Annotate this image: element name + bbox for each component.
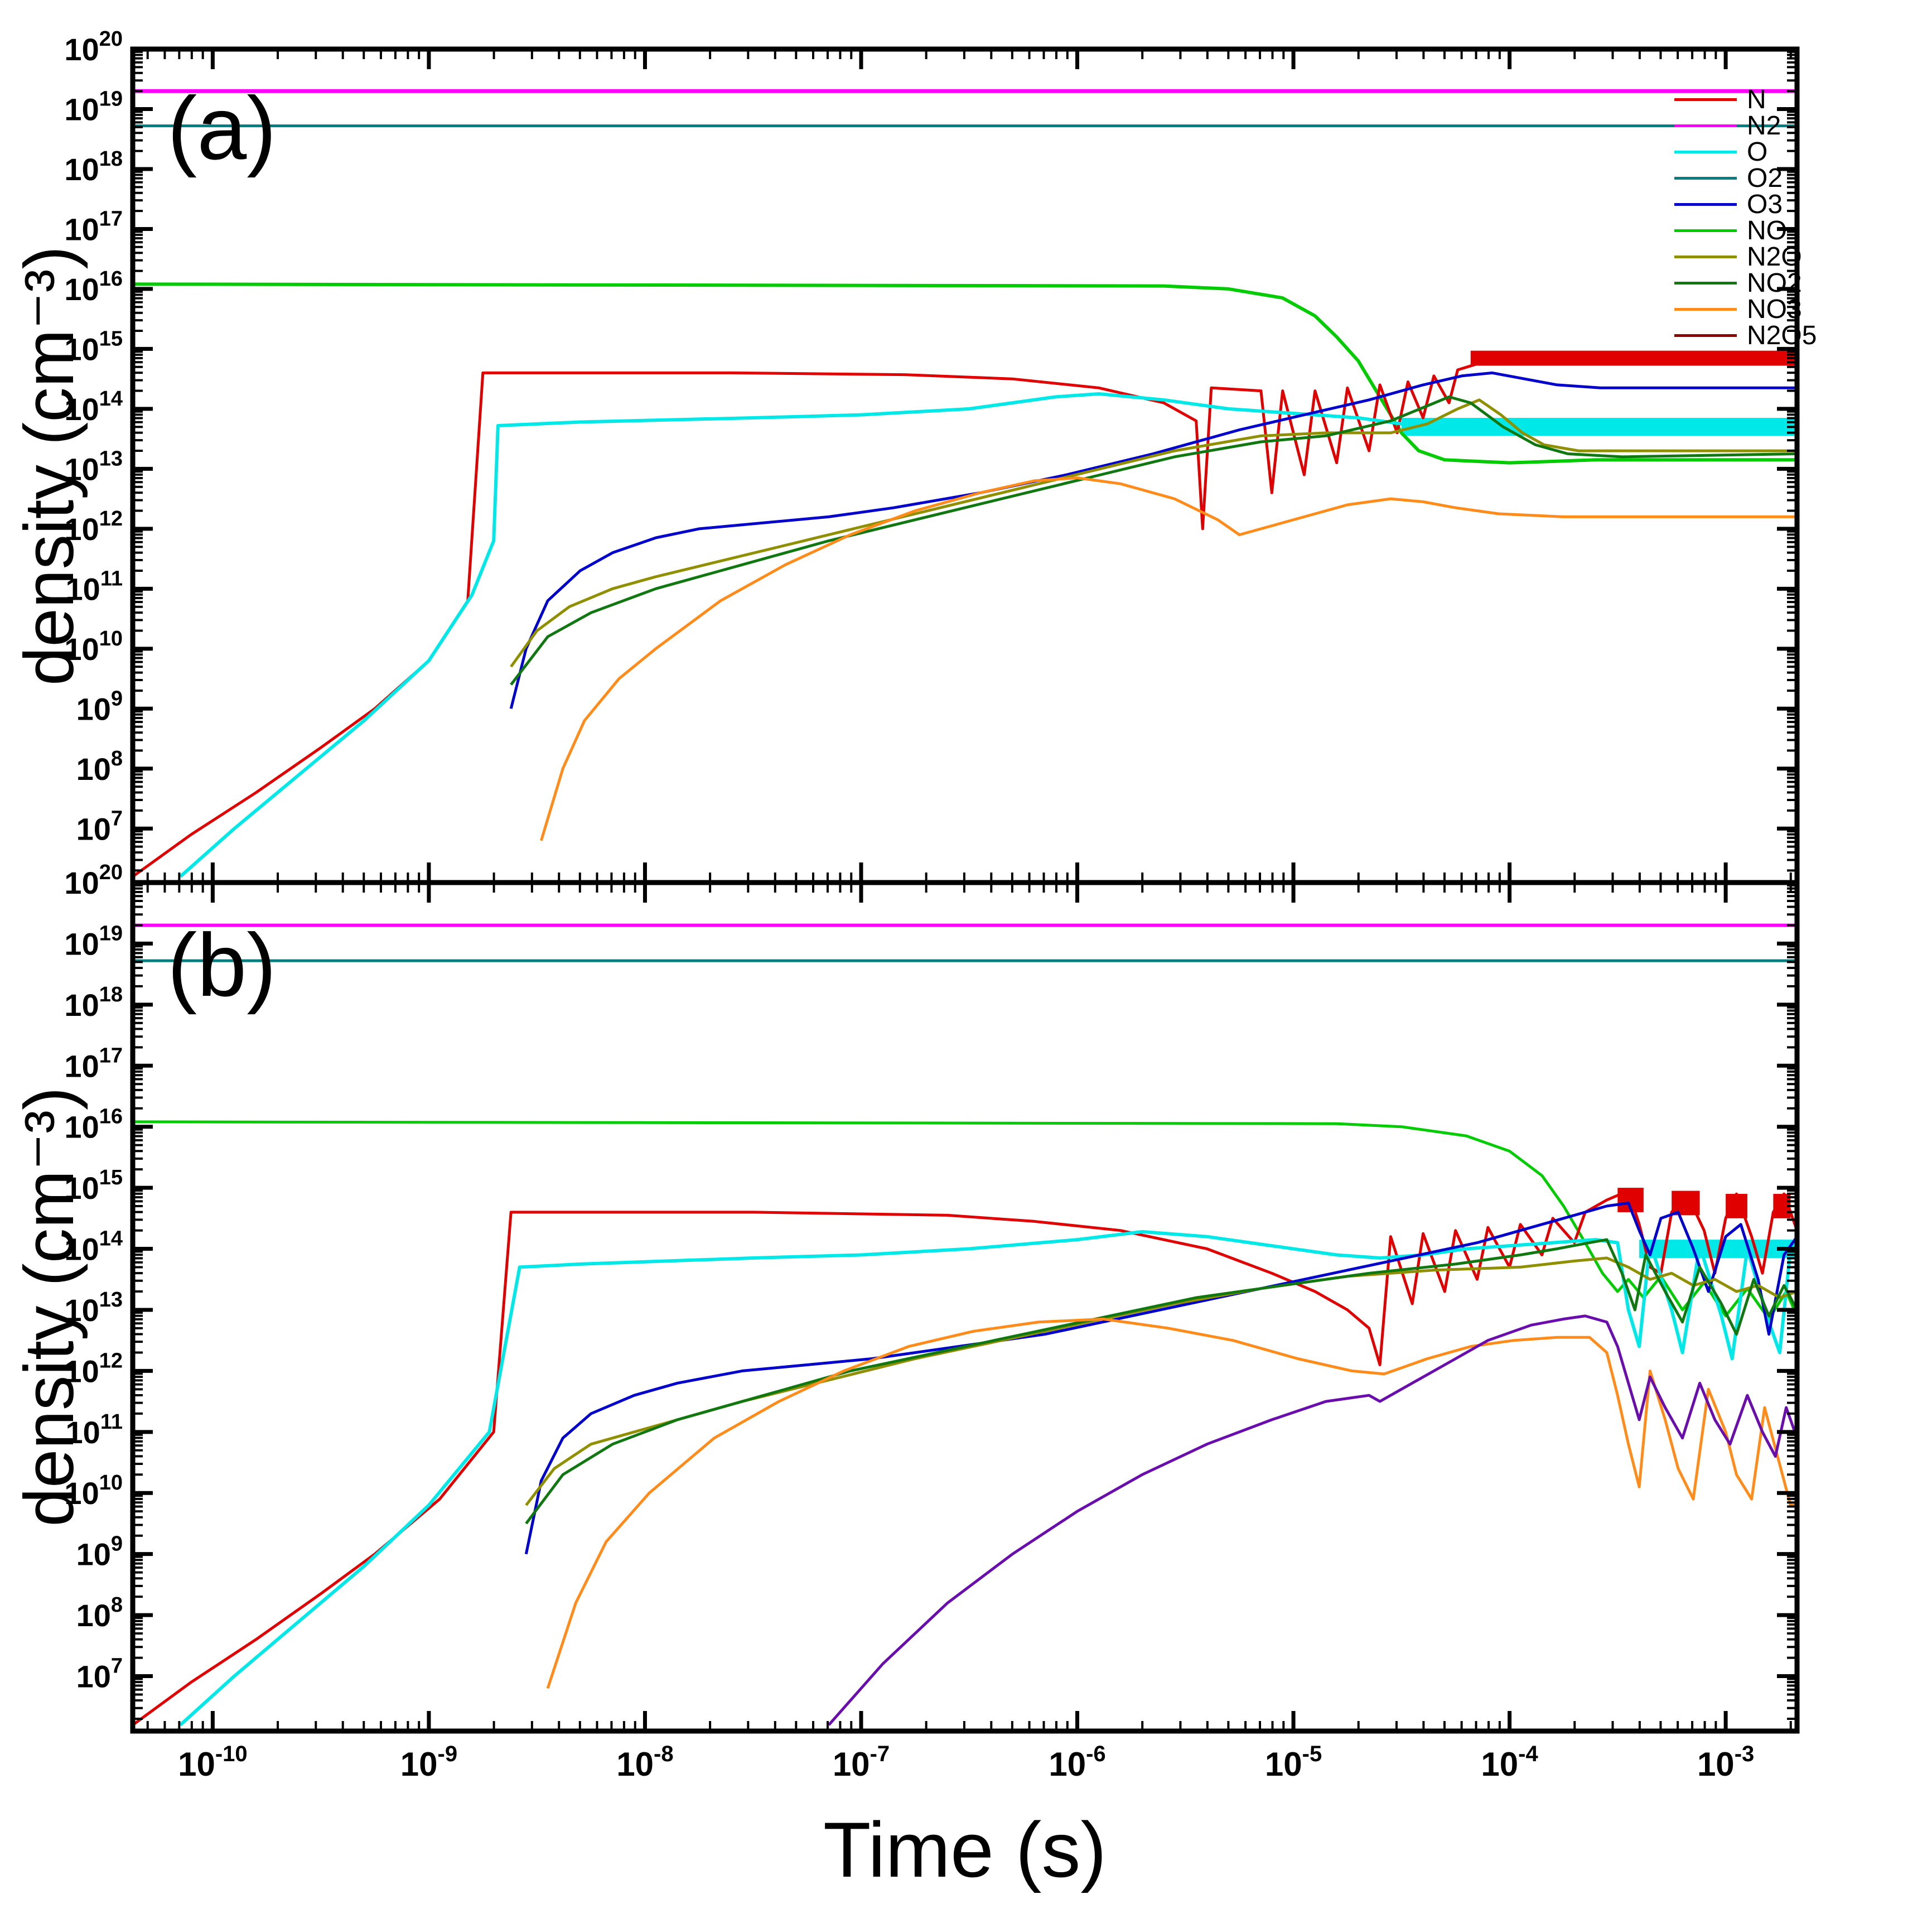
y-axis-title-a: density (cm⁻³) <box>11 245 88 686</box>
legend-line-icon <box>1674 308 1737 311</box>
legend-item-no: NO <box>1674 218 1817 244</box>
panel-plot-area-a <box>133 89 1797 878</box>
x-tick-label: 10-10 <box>178 1742 248 1783</box>
axis-ticks <box>133 47 1797 883</box>
legend-line-icon <box>1674 229 1737 232</box>
legend-label: O3 <box>1747 190 1783 219</box>
legend-line-icon <box>1674 151 1737 153</box>
legend-line-icon <box>1674 334 1737 337</box>
series-N2O-line <box>525 1256 1797 1506</box>
y-tick-label: 107 <box>76 807 123 846</box>
y-tick-label: 1015 <box>64 327 123 367</box>
series-NO-line <box>133 1120 1797 1320</box>
legend-label: N2 <box>1747 111 1781 141</box>
legend-item-o: O <box>1674 137 1817 167</box>
legend-label: NO <box>1747 216 1787 245</box>
legend-line-icon <box>1674 124 1737 127</box>
legend-line-icon <box>1674 98 1737 101</box>
panel-frame-a <box>130 46 1800 885</box>
x-tick-label: 10-8 <box>616 1742 673 1783</box>
legend-item-n: N <box>1674 86 1817 113</box>
x-tick-label: 10-7 <box>833 1742 890 1783</box>
legend-item-no2: NO2 <box>1674 268 1817 298</box>
legend-label: N2O5 <box>1747 321 1817 350</box>
x-tick-label: 10-6 <box>1049 1742 1105 1783</box>
series-O-line <box>179 1230 1797 1727</box>
panel-frame-b <box>130 880 1800 1734</box>
series-O3-line <box>524 1202 1797 1555</box>
series-NO2-line <box>510 395 1797 686</box>
legend-line-icon <box>1674 256 1737 258</box>
series-O-line <box>179 392 1797 878</box>
series-N2O5-line <box>828 1314 1797 1726</box>
series-NO3-line <box>546 1317 1797 1689</box>
legend-item-n2o: N2O <box>1674 242 1817 272</box>
legend: N N2 O O2 O3 NO N2O NO2 <box>1674 86 1817 349</box>
series-O3-line <box>509 371 1797 709</box>
x-tick-label: 10-5 <box>1265 1742 1322 1783</box>
legend-line-icon <box>1674 177 1737 180</box>
legend-item-n2: N2 <box>1674 113 1817 139</box>
legend-line-icon <box>1674 203 1737 206</box>
series-NO2-line <box>525 1238 1797 1525</box>
legend-label: O <box>1747 137 1768 167</box>
legend-item-n2o5: N2O5 <box>1674 322 1817 349</box>
series-N-line <box>133 1189 1797 1727</box>
panel-b-label: (b) <box>167 915 277 1015</box>
legend-label: NO3 <box>1747 295 1802 324</box>
legend-label: NO2 <box>1747 268 1802 298</box>
y-tick-label: 1011 <box>66 567 123 606</box>
x-axis-title: Time (s) <box>823 1806 1107 1893</box>
series-N2O-line <box>510 398 1797 668</box>
x-tick-label: 10-9 <box>400 1742 457 1783</box>
series-NO3-line <box>540 476 1797 841</box>
x-tick-label: 10-3 <box>1697 1742 1754 1783</box>
axis-ticks <box>133 880 1797 1731</box>
legend-line-icon <box>1674 282 1737 285</box>
y-axis-title-b: density (cm⁻³) <box>11 1087 88 1527</box>
legend-item-o3: O3 <box>1674 191 1817 218</box>
legend-label: N <box>1747 85 1766 114</box>
legend-item-no3: NO3 <box>1674 295 1817 324</box>
series-NO-line <box>133 282 1797 465</box>
legend-label: O2 <box>1747 163 1783 193</box>
panel-a-label: (a) <box>167 78 277 178</box>
legend-item-o2: O2 <box>1674 163 1817 193</box>
panel-plot-area-b <box>133 923 1797 1727</box>
x-tick-label: 10-4 <box>1481 1742 1538 1783</box>
legend-label: N2O <box>1747 242 1802 272</box>
